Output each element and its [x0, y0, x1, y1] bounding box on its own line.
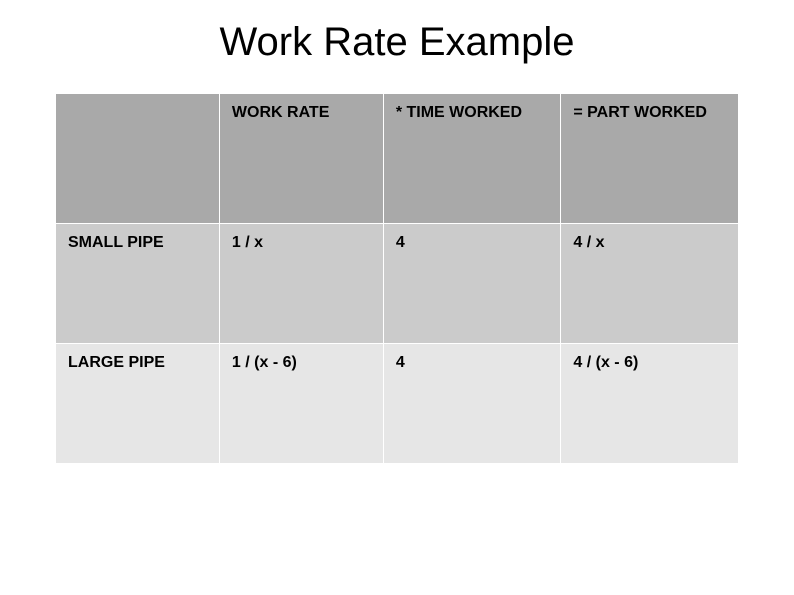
cell-small-rate: 1 / x: [219, 224, 383, 344]
table-header-row: WORK RATE * TIME WORKED = PART WORKED: [56, 94, 739, 224]
table-row: SMALL PIPE 1 / x 4 4 / x: [56, 224, 739, 344]
cell-small-part: 4 / x: [561, 224, 739, 344]
work-rate-table: WORK RATE * TIME WORKED = PART WORKED SM…: [55, 93, 739, 464]
table-row: LARGE PIPE 1 / (x - 6) 4 4 / (x - 6): [56, 344, 739, 464]
page-title: Work Rate Example: [55, 20, 739, 65]
header-cell-work-rate: WORK RATE: [219, 94, 383, 224]
cell-large-part: 4 / (x - 6): [561, 344, 739, 464]
row-label-large-pipe: LARGE PIPE: [56, 344, 220, 464]
row-label-small-pipe: SMALL PIPE: [56, 224, 220, 344]
header-cell-blank: [56, 94, 220, 224]
cell-small-time: 4: [383, 224, 561, 344]
cell-large-time: 4: [383, 344, 561, 464]
cell-large-rate: 1 / (x - 6): [219, 344, 383, 464]
header-cell-time-worked: * TIME WORKED: [383, 94, 561, 224]
header-cell-part-worked: = PART WORKED: [561, 94, 739, 224]
